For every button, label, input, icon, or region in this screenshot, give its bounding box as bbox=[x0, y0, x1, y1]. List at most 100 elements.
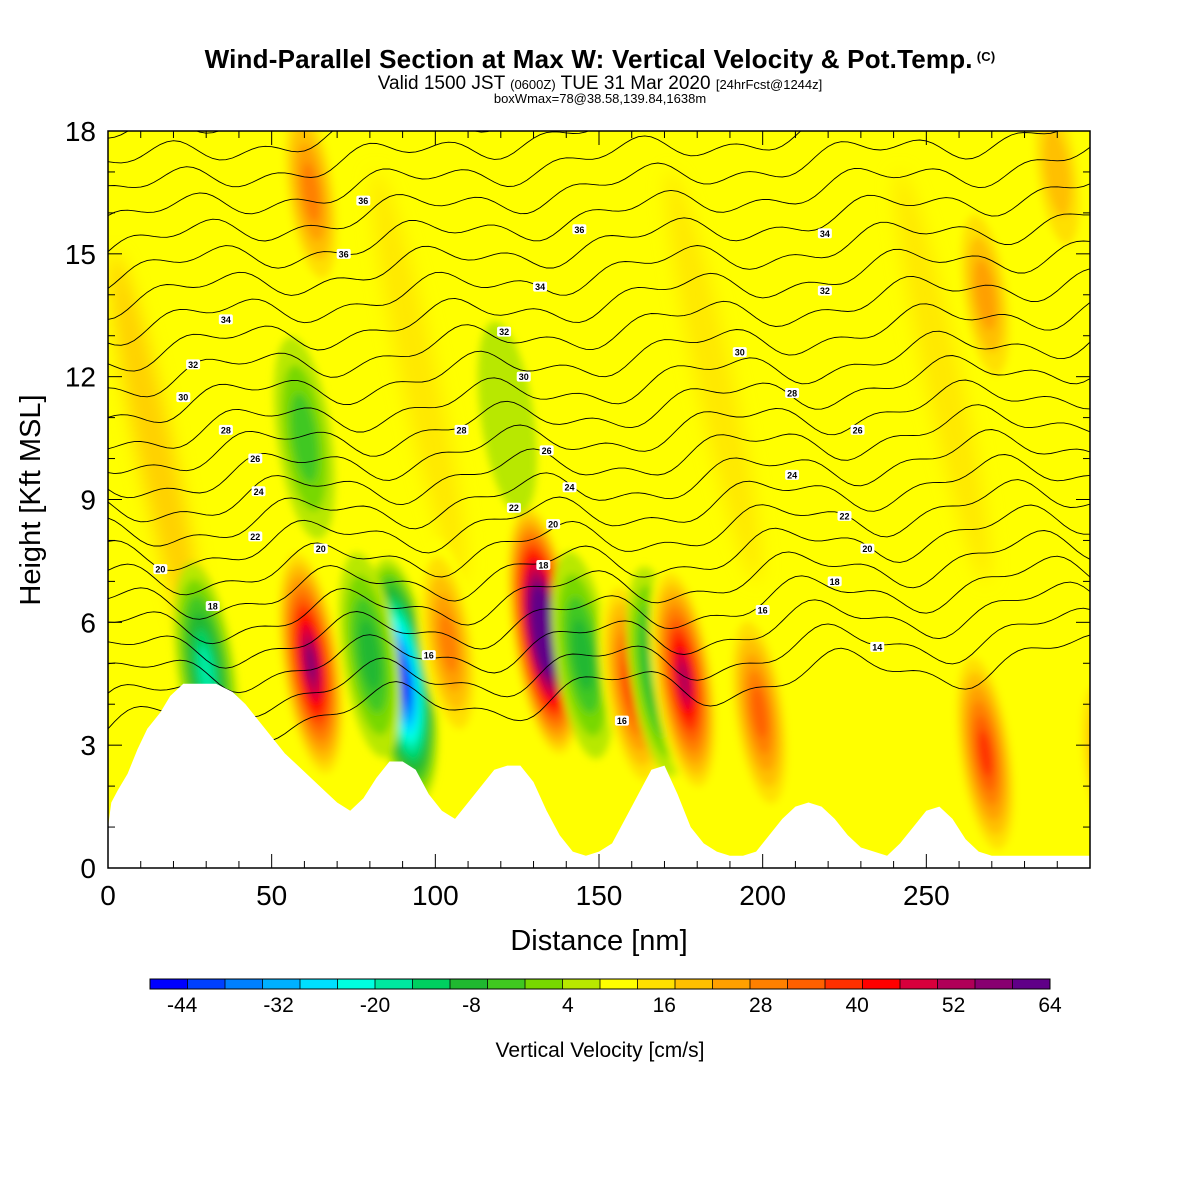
velocity-cell-15 bbox=[273, 336, 336, 540]
theta-contour-line bbox=[108, 0, 1090, 80]
axis-ticks bbox=[107, 130, 1091, 869]
contour-label: 28 bbox=[454, 424, 469, 435]
contour-label-text: 20 bbox=[548, 520, 558, 530]
y-tick-label: 12 bbox=[65, 362, 96, 393]
velocity-cell-4 bbox=[416, 537, 480, 748]
contour-label: 16 bbox=[421, 650, 436, 661]
colorbar-swatch bbox=[975, 979, 1013, 989]
theta-contour-line bbox=[108, 454, 1090, 571]
contour-label: 36 bbox=[356, 195, 371, 206]
theta-contour-line bbox=[108, 607, 1090, 718]
colorbar-swatch bbox=[525, 979, 563, 989]
contour-label-text: 36 bbox=[339, 249, 349, 259]
x-tick-label: 100 bbox=[412, 880, 459, 911]
contour-label-text: 30 bbox=[519, 372, 529, 382]
theta-contour-line bbox=[108, 355, 1090, 475]
colorbar-tick-label: 28 bbox=[749, 994, 772, 1017]
valid-time: Valid 1500 JST bbox=[377, 73, 505, 94]
colorbar-tick-labels: -44 -32 -20 -8 4 16 28 40 52 64 bbox=[167, 994, 1062, 1017]
contour-label: 32 bbox=[817, 285, 832, 296]
contour-label: 34 bbox=[533, 281, 548, 292]
colorbar-swatch bbox=[600, 979, 638, 989]
theta-contour-line bbox=[108, 0, 1090, 110]
colorbar-swatch bbox=[225, 979, 263, 989]
contour-label-text: 20 bbox=[155, 565, 165, 575]
contour-label: 24 bbox=[251, 486, 266, 497]
contour-label-text: 26 bbox=[542, 446, 552, 456]
contour-label: 32 bbox=[497, 326, 512, 337]
contour-label: 32 bbox=[186, 359, 201, 370]
contour-label: 24 bbox=[785, 469, 800, 480]
colorbar-swatch bbox=[1012, 979, 1051, 989]
contour-label: 34 bbox=[218, 314, 233, 325]
contour-label-text: 30 bbox=[178, 393, 188, 403]
contour-label-text: 26 bbox=[853, 425, 863, 435]
colorbar-tick-label: 40 bbox=[845, 994, 868, 1017]
theta-contour-line bbox=[108, 183, 1090, 320]
velocity-cell-11 bbox=[952, 642, 1019, 865]
contour-label: 22 bbox=[248, 531, 263, 542]
contour-label-text: 26 bbox=[250, 454, 260, 464]
colorbar-tick-label: -32 bbox=[263, 994, 293, 1017]
colorbar-swatch bbox=[750, 979, 788, 989]
contour-label: 20 bbox=[546, 519, 561, 530]
box-info: boxWmax=78@38.58,139.84,1638m bbox=[493, 91, 707, 106]
contour-label: 36 bbox=[572, 224, 587, 235]
theta-contour-line bbox=[108, 146, 1090, 289]
velocity-cell-9 bbox=[649, 561, 719, 798]
contour-label-text: 14 bbox=[872, 642, 882, 652]
contour-label-text: 16 bbox=[758, 606, 768, 616]
contour-label: 16 bbox=[614, 715, 629, 726]
contour-label-text: 32 bbox=[499, 327, 509, 337]
colorbar-swatch bbox=[150, 979, 188, 989]
theta-contour-labels: 36 36 34 32 30 28 26 24 22 20 20 18 36 34 32 30 28 26 24 22… bbox=[153, 195, 885, 726]
colorbar-swatch bbox=[712, 979, 751, 989]
colorbar-swatch bbox=[862, 979, 901, 989]
contour-label: 26 bbox=[248, 453, 263, 464]
colorbar bbox=[149, 978, 1051, 990]
colorbar-swatch bbox=[450, 979, 488, 989]
colorbar-swatch bbox=[787, 979, 826, 989]
colorbar-swatch bbox=[262, 979, 301, 989]
theta-contour-line bbox=[108, 479, 1090, 596]
y-tick-label: 0 bbox=[80, 853, 96, 884]
contour-label-text: 18 bbox=[830, 577, 840, 587]
contour-label-text: 28 bbox=[457, 425, 467, 435]
y-tick-label: 15 bbox=[65, 239, 96, 270]
contour-label-text: 18 bbox=[538, 561, 548, 571]
colorbar-tick-label: 52 bbox=[942, 994, 965, 1017]
theta-contour-line bbox=[108, 240, 1090, 372]
theta-contour-line bbox=[108, 429, 1090, 547]
x-tick-label: 200 bbox=[739, 880, 786, 911]
colorbar-tick-label: 4 bbox=[562, 994, 574, 1017]
theta-contour-line bbox=[108, 131, 590, 189]
contour-label: 34 bbox=[817, 228, 832, 239]
colorbar-swatch bbox=[675, 979, 713, 989]
contour-label: 36 bbox=[336, 248, 351, 259]
title-mark: (C) bbox=[976, 49, 996, 64]
contour-label-text: 16 bbox=[424, 651, 434, 661]
colorbar-swatch bbox=[562, 979, 601, 989]
contour-label-text: 20 bbox=[862, 544, 872, 554]
theta-contour-line bbox=[108, 504, 1090, 620]
valid-utc: (0600Z) bbox=[510, 77, 556, 92]
y-axis-label: Height [Kft MSL] bbox=[15, 394, 47, 605]
theta-contour-line bbox=[108, 268, 1090, 398]
contour-label: 16 bbox=[755, 605, 770, 616]
contour-label-text: 36 bbox=[574, 225, 584, 235]
contour-label: 24 bbox=[562, 482, 577, 493]
contour-label: 22 bbox=[506, 502, 521, 513]
y-tick-label: 9 bbox=[80, 485, 96, 516]
theta-contour-line bbox=[108, 404, 1090, 523]
contour-label: 18 bbox=[536, 560, 551, 571]
contour-label-text: 30 bbox=[735, 348, 745, 358]
colorbar-swatch bbox=[487, 979, 526, 989]
contour-label: 28 bbox=[218, 424, 233, 435]
colorbar-swatch bbox=[187, 979, 226, 989]
x-axis-label: Distance [nm] bbox=[510, 925, 687, 957]
colorbar-swatch bbox=[825, 979, 863, 989]
y-tick-label: 18 bbox=[65, 116, 96, 147]
colorbar-swatch bbox=[300, 979, 338, 989]
x-tick-label: 50 bbox=[256, 880, 287, 911]
